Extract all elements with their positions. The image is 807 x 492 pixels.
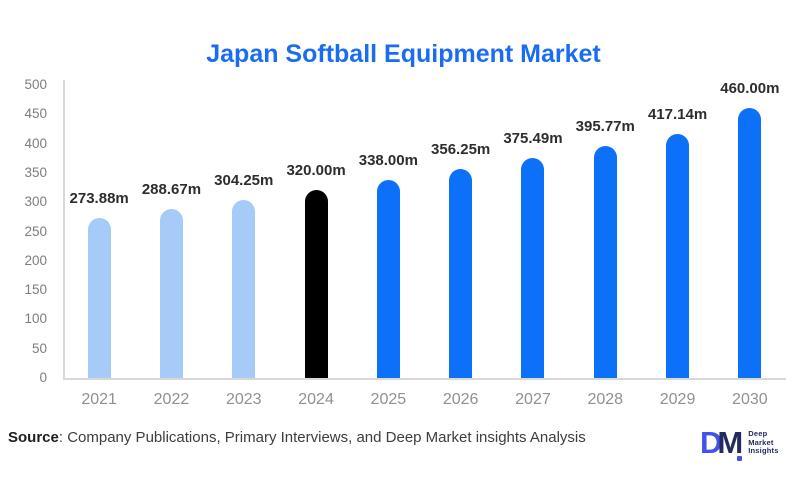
value-label-2021: 273.88m xyxy=(69,189,129,207)
y-axis-label: 0 xyxy=(39,370,47,385)
dmi-logo: D M Deep Market Insights xyxy=(700,425,779,461)
y-axis-label: 450 xyxy=(24,106,47,122)
chart-title: Japan Softball Equipment Market xyxy=(206,40,601,68)
logo-dot-icon xyxy=(737,456,743,461)
x-axis-label-2025: 2025 xyxy=(370,391,407,408)
y-axis-label: 400 xyxy=(24,135,47,151)
bar-2025 xyxy=(376,179,400,378)
x-axis-label-2030: 2030 xyxy=(732,391,768,408)
logo-line-1: Deep xyxy=(748,429,768,439)
bar-2029 xyxy=(666,133,690,378)
source-rest: : Company Publications, Primary Intervie… xyxy=(58,429,586,446)
value-label-2023: 304.25m xyxy=(214,171,274,189)
y-axis-label: 150 xyxy=(24,282,47,298)
logo-line-2: Market xyxy=(748,437,774,447)
y-axis-label: 350 xyxy=(24,164,47,180)
x-axis-label-2023: 2023 xyxy=(225,391,262,408)
bar-2026 xyxy=(449,169,473,378)
y-axis-label: 50 xyxy=(31,340,47,356)
y-axis-label: 500 xyxy=(24,77,47,92)
bar-2030 xyxy=(738,108,762,378)
bar-2028 xyxy=(593,146,617,378)
bar-2023 xyxy=(232,199,256,378)
y-axis-label: 200 xyxy=(24,252,47,268)
bar-2024 xyxy=(304,190,328,378)
y-axis-line xyxy=(63,80,65,378)
x-axis-line xyxy=(63,378,786,380)
y-axis-label: 300 xyxy=(24,194,47,210)
source-label: Source xyxy=(8,429,59,446)
y-axis-label: 250 xyxy=(24,223,47,239)
x-axis-label-2027: 2027 xyxy=(515,391,551,408)
bar-2021 xyxy=(87,217,111,378)
value-label-2029: 417.14m xyxy=(647,105,708,123)
value-label-2022: 288.67m xyxy=(141,180,202,198)
x-axis-label-2028: 2028 xyxy=(587,391,624,408)
value-label-2028: 395.77m xyxy=(575,118,635,136)
value-label-2027: 375.49m xyxy=(503,129,563,147)
bar-2027 xyxy=(521,157,545,378)
value-label-2024: 320.00m xyxy=(286,162,346,180)
value-label-2026: 356.25m xyxy=(431,141,491,159)
y-axis-label: 100 xyxy=(24,311,47,327)
x-axis-label-2021: 2021 xyxy=(81,391,117,408)
x-axis-label-2029: 2029 xyxy=(659,391,696,408)
dmi-logo-text: Deep Market Insights xyxy=(748,430,778,456)
logo-line-3: Insights xyxy=(748,446,779,456)
value-label-2030: 460.00m xyxy=(720,80,780,98)
bar-chart-plot: 0 50 100 150 200 250 300 350 400 450 500 273.88m 202… xyxy=(24,77,786,408)
bar-2022 xyxy=(159,208,183,378)
logo-letter-m-icon: M xyxy=(717,425,744,460)
logo-letter-d-icon: D xyxy=(700,425,723,460)
x-axis-label-2026: 2026 xyxy=(442,391,479,408)
x-axis-label-2024: 2024 xyxy=(298,391,334,408)
dmi-logo-mark: D M xyxy=(700,425,744,461)
value-label-2025: 338.00m xyxy=(358,151,418,169)
x-axis-label-2022: 2022 xyxy=(153,391,190,408)
source-text: Source: Company Publications, Primary In… xyxy=(8,429,586,446)
